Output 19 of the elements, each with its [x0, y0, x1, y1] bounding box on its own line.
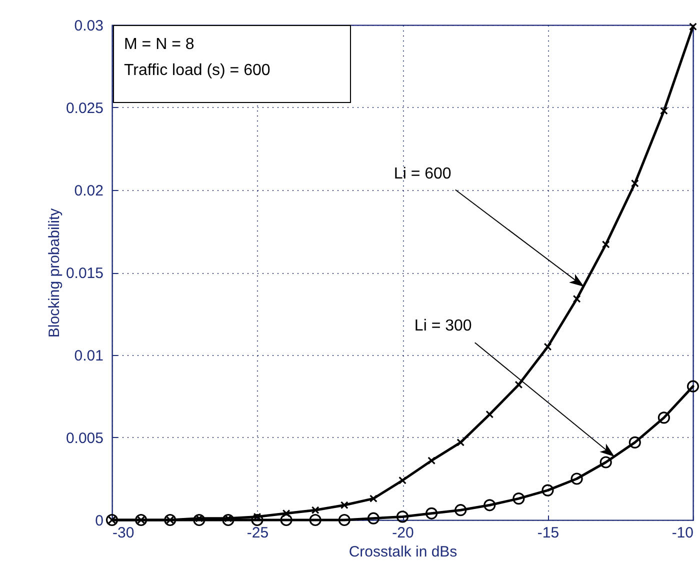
annotation: M = N = 8: [124, 35, 196, 55]
y-tick-label: 0.03: [74, 18, 104, 34]
y-tick-label: 0.015: [66, 265, 104, 282]
y-tick-label: 0.02: [74, 182, 104, 200]
annotation: Li = 300: [414, 318, 472, 335]
y-tick-label: 0.01: [74, 348, 104, 364]
y-axis-title: Blocking probability: [46, 208, 63, 338]
x-tick-label: -30: [112, 524, 134, 542]
annotation: Li = 600: [394, 166, 452, 183]
x-tick-label: -15: [537, 524, 560, 542]
y-tick-label: 0.025: [66, 100, 104, 117]
x-tick-label: -10: [672, 524, 694, 542]
y-tick-label: 0.005: [66, 430, 104, 447]
text-box: M = N = 8 Traffic load (s) = 600: [113, 25, 351, 103]
x-axis-title: Crosstalk in dBs: [348, 544, 458, 560]
x-tick-label: -25: [246, 524, 269, 542]
annotation: Traffic load (s) = 600: [124, 61, 272, 81]
x-tick-label: -20: [392, 524, 414, 542]
y-tick-label: 0: [95, 512, 104, 530]
